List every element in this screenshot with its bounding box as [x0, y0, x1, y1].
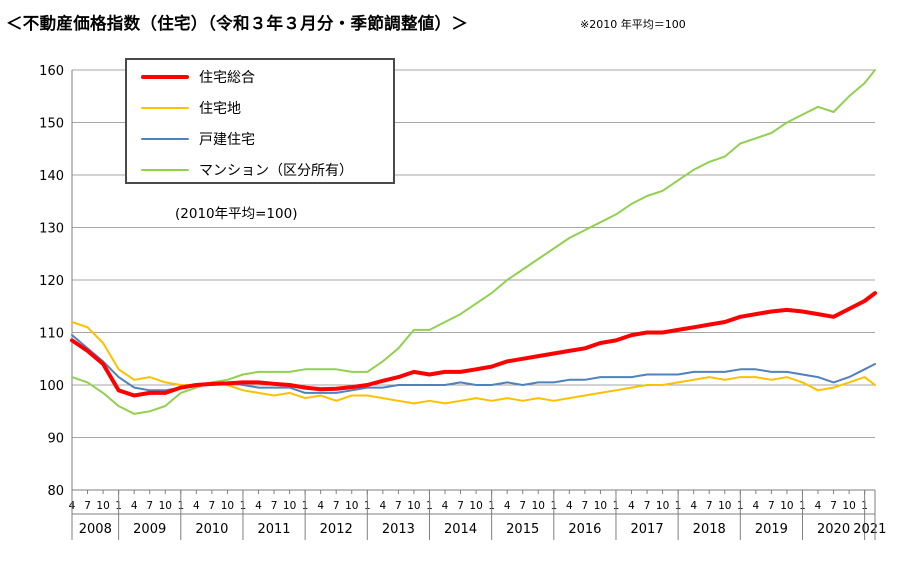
x-month-tick-label: 7 — [333, 500, 340, 512]
legend-swatch-total — [141, 75, 189, 79]
x-month-tick-label: 10 — [842, 500, 855, 512]
x-month-tick-label: 10 — [283, 500, 296, 512]
x-month-tick-label: 4 — [690, 500, 697, 512]
y-tick-label: 130 — [39, 222, 64, 237]
x-month-tick-label: 7 — [582, 500, 589, 512]
x-month-tick-label: 10 — [469, 500, 482, 512]
x-month-tick-label: 4 — [504, 500, 511, 512]
x-year-label: 2009 — [133, 522, 166, 537]
legend-label-total: 住宅総合 — [199, 70, 255, 86]
x-month-tick-label: 4 — [566, 500, 573, 512]
x-year-label: 2016 — [568, 522, 601, 537]
x-year-label: 2011 — [257, 522, 290, 537]
x-month-tick-label: 4 — [317, 500, 324, 512]
legend: 住宅総合 住宅地 戸建住宅 マンション（区分所有） — [125, 58, 395, 184]
x-month-tick-label: 7 — [271, 500, 278, 512]
series-line-0 — [70, 291, 877, 398]
y-tick-label: 120 — [39, 274, 64, 289]
x-month-tick-label: 10 — [780, 500, 793, 512]
legend-item-detached: 戸建住宅 — [141, 128, 255, 150]
x-year-label: 2019 — [755, 522, 788, 537]
x-month-tick-label: 7 — [519, 500, 526, 512]
x-month-tick-label: 4 — [193, 500, 200, 512]
legend-label-condo: マンション（区分所有） — [199, 163, 353, 179]
x-year-label: 2014 — [444, 522, 477, 537]
x-month-tick-label: 7 — [209, 500, 216, 512]
x-month-tick-label: 7 — [84, 500, 91, 512]
legend-item-land: 住宅地 — [141, 97, 241, 119]
x-month-tick-label: 4 — [442, 500, 449, 512]
y-tick-label: 100 — [39, 379, 64, 394]
x-month-tick-label: 7 — [644, 500, 651, 512]
x-year-label: 2008 — [79, 522, 112, 537]
base-index-note: ※2010 年平均＝100 — [580, 18, 686, 31]
x-month-tick-label: 10 — [532, 500, 545, 512]
page-title: ＜不動産価格指数（住宅）（令和３年３月分・季節調整値）＞ — [6, 14, 469, 33]
x-month-tick-label: 4 — [753, 500, 760, 512]
y-tick-label: 140 — [39, 169, 64, 184]
x-year-label: 2021 — [853, 522, 886, 537]
x-month-tick-label: 7 — [768, 500, 775, 512]
x-month-tick-label: 7 — [395, 500, 402, 512]
x-year-label: 2020 — [817, 522, 850, 537]
x-year-label: 2015 — [506, 522, 539, 537]
legend-swatch-land — [141, 107, 189, 109]
legend-swatch-condo — [141, 169, 189, 171]
y-tick-label: 160 — [39, 64, 64, 79]
x-month-tick-label: 10 — [594, 500, 607, 512]
x-year-label: 2012 — [320, 522, 353, 537]
legend-label-land: 住宅地 — [199, 101, 241, 117]
series-lines — [70, 69, 877, 415]
chart-base-note: (2010年平均=100) — [175, 206, 298, 222]
x-month-tick-label: 10 — [345, 500, 358, 512]
x-month-tick-label: 10 — [221, 500, 234, 512]
x-month-tick-label: 10 — [159, 500, 172, 512]
x-month-tick-label: 4 — [131, 500, 138, 512]
x-month-tick-label: 7 — [146, 500, 153, 512]
y-axis: 80 90 100 110 120 130 140 150 160 — [39, 64, 73, 499]
legend-swatch-detached — [141, 138, 189, 140]
y-tick-label: 80 — [47, 484, 64, 499]
series-line-1 — [71, 321, 876, 405]
x-month-tick-label: 4 — [379, 500, 386, 512]
x-month-tick-label: 10 — [718, 500, 731, 512]
y-tick-label: 90 — [47, 432, 64, 447]
y-tick-label: 110 — [39, 327, 64, 342]
x-month-tick-label: 7 — [457, 500, 464, 512]
legend-item-condo: マンション（区分所有） — [141, 159, 353, 181]
legend-label-detached: 戸建住宅 — [199, 132, 255, 148]
legend-item-total: 住宅総合 — [141, 66, 255, 88]
x-month-tick-label: 4 — [628, 500, 635, 512]
x-year-label: 2010 — [195, 522, 228, 537]
x-axis: 4710147101471014710147101471014710147101… — [69, 489, 886, 540]
x-month-tick-label: 10 — [407, 500, 420, 512]
x-year-label: 2018 — [693, 522, 726, 537]
x-month-tick-label: 7 — [830, 500, 837, 512]
x-month-tick-label: 4 — [255, 500, 262, 512]
x-month-tick-label: 10 — [96, 500, 109, 512]
x-month-tick-label: 10 — [656, 500, 669, 512]
x-year-label: 2017 — [631, 522, 664, 537]
x-year-label: 2013 — [382, 522, 415, 537]
x-month-tick-label: 4 — [815, 500, 822, 512]
y-tick-label: 150 — [39, 117, 64, 132]
x-month-tick-label: 7 — [706, 500, 713, 512]
